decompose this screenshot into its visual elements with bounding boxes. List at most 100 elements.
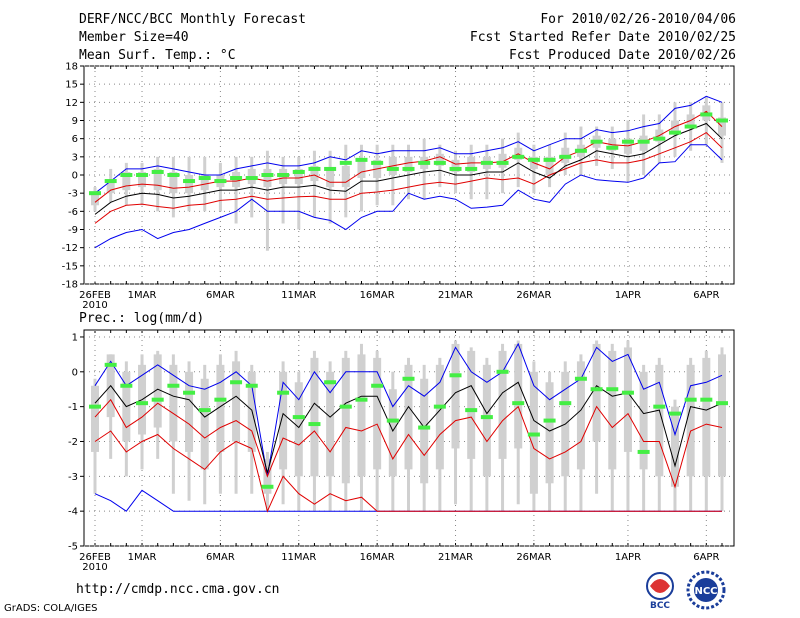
y-tick-label: -6	[68, 207, 78, 218]
box	[263, 168, 272, 188]
x-tick-label: 26FEB	[79, 290, 111, 301]
member-size: Member Size=40	[79, 30, 189, 45]
median-marker	[89, 404, 101, 409]
x-tick-label: 1MAR	[128, 290, 157, 301]
ncc-logo-text: NCC	[694, 586, 717, 597]
median-marker	[355, 397, 368, 402]
y-tick-label: -5	[68, 542, 78, 553]
x-tick-label: 1MAR	[128, 552, 157, 563]
median-marker	[418, 160, 431, 165]
box	[404, 156, 413, 172]
box	[153, 168, 162, 191]
series-line-max	[94, 342, 723, 477]
median-marker	[324, 166, 337, 171]
box	[655, 364, 664, 477]
x-tick-label: 11MAR	[281, 552, 316, 563]
precip-label: Prec.: log(mm/d)	[79, 311, 205, 326]
y-tick-label: -3	[68, 189, 78, 200]
y-tick-label: -3	[68, 472, 78, 483]
y-tick-label: 18	[65, 62, 78, 73]
median-marker	[559, 154, 572, 159]
box	[498, 153, 507, 168]
median-marker	[621, 139, 634, 144]
box	[232, 361, 241, 442]
median-marker	[402, 376, 415, 381]
box	[91, 385, 99, 452]
median-marker	[465, 408, 478, 413]
variable-label: Mean Surf. Temp.: °C	[79, 48, 236, 63]
y-tick-label: 9	[72, 116, 78, 127]
median-marker	[716, 118, 728, 123]
box	[357, 354, 366, 477]
box	[435, 153, 444, 166]
x-tick-label: 6APR	[693, 552, 719, 563]
median-marker	[151, 169, 164, 174]
box	[482, 364, 491, 477]
median-marker	[668, 411, 681, 416]
median-marker	[261, 173, 274, 177]
series-line-mean_minus_std	[94, 430, 722, 513]
box	[106, 181, 115, 194]
x-tick-sublabel: 2010	[82, 562, 107, 573]
x-tick-label: 21MAR	[438, 290, 473, 301]
y-tick-label: -4	[68, 507, 78, 518]
box	[451, 343, 460, 449]
y-tick-label: -12	[62, 243, 78, 254]
median-marker	[355, 157, 368, 162]
box	[420, 378, 429, 484]
x-tick-label: 26FEB	[79, 552, 111, 563]
median-marker	[512, 401, 525, 406]
median-marker	[700, 397, 713, 402]
box	[326, 168, 335, 188]
box	[185, 175, 194, 194]
box	[576, 361, 585, 470]
median-marker	[716, 401, 728, 406]
series-line-mean_minus_std	[94, 131, 723, 224]
median-marker	[543, 418, 556, 423]
median-marker	[512, 154, 525, 159]
series-line-mean_lower	[94, 398, 723, 489]
x-tick-label: 16MAR	[360, 290, 395, 301]
x-tick-label: 1APR	[615, 552, 641, 563]
median-marker	[277, 390, 290, 395]
forecast-period: For 2010/02/26-2010/04/06	[540, 12, 736, 27]
median-marker	[245, 176, 258, 181]
median-marker	[606, 387, 619, 392]
median-marker	[214, 397, 227, 402]
box	[185, 371, 194, 452]
x-tick-label: 26MAR	[516, 552, 551, 563]
series-line-min	[94, 95, 723, 194]
median-marker	[606, 145, 619, 150]
y-tick-label: 0	[72, 171, 78, 182]
x-tick-label: 21MAR	[438, 552, 473, 563]
y-tick-label: -18	[62, 280, 78, 291]
median-marker	[308, 166, 321, 171]
median-marker	[230, 380, 243, 385]
bcc-logo-text: BCC	[650, 601, 670, 610]
median-marker	[700, 112, 713, 117]
x-tick-label: 16MAR	[360, 552, 395, 563]
forecast-produced: Fcst Produced Date 2010/02/26	[509, 48, 736, 63]
bcc-logo: BCC	[646, 572, 674, 610]
median-marker	[167, 383, 180, 388]
box	[294, 168, 303, 185]
box	[216, 364, 225, 452]
median-marker	[261, 484, 274, 489]
box	[670, 406, 679, 487]
median-marker	[89, 191, 101, 196]
median-marker	[684, 397, 697, 402]
box	[608, 350, 617, 470]
median-marker	[245, 383, 258, 388]
y-tick-label: 1	[72, 332, 78, 343]
median-marker	[449, 166, 462, 171]
median-marker	[371, 383, 384, 388]
source-url[interactable]: http://cmdp.ncc.cma.gov.cn	[76, 582, 280, 597]
median-marker	[574, 148, 587, 153]
box	[592, 343, 601, 442]
box	[498, 350, 507, 459]
box	[294, 382, 303, 477]
series-line-mean_plus_std	[94, 110, 723, 203]
median-marker	[433, 160, 446, 165]
box	[341, 165, 350, 188]
